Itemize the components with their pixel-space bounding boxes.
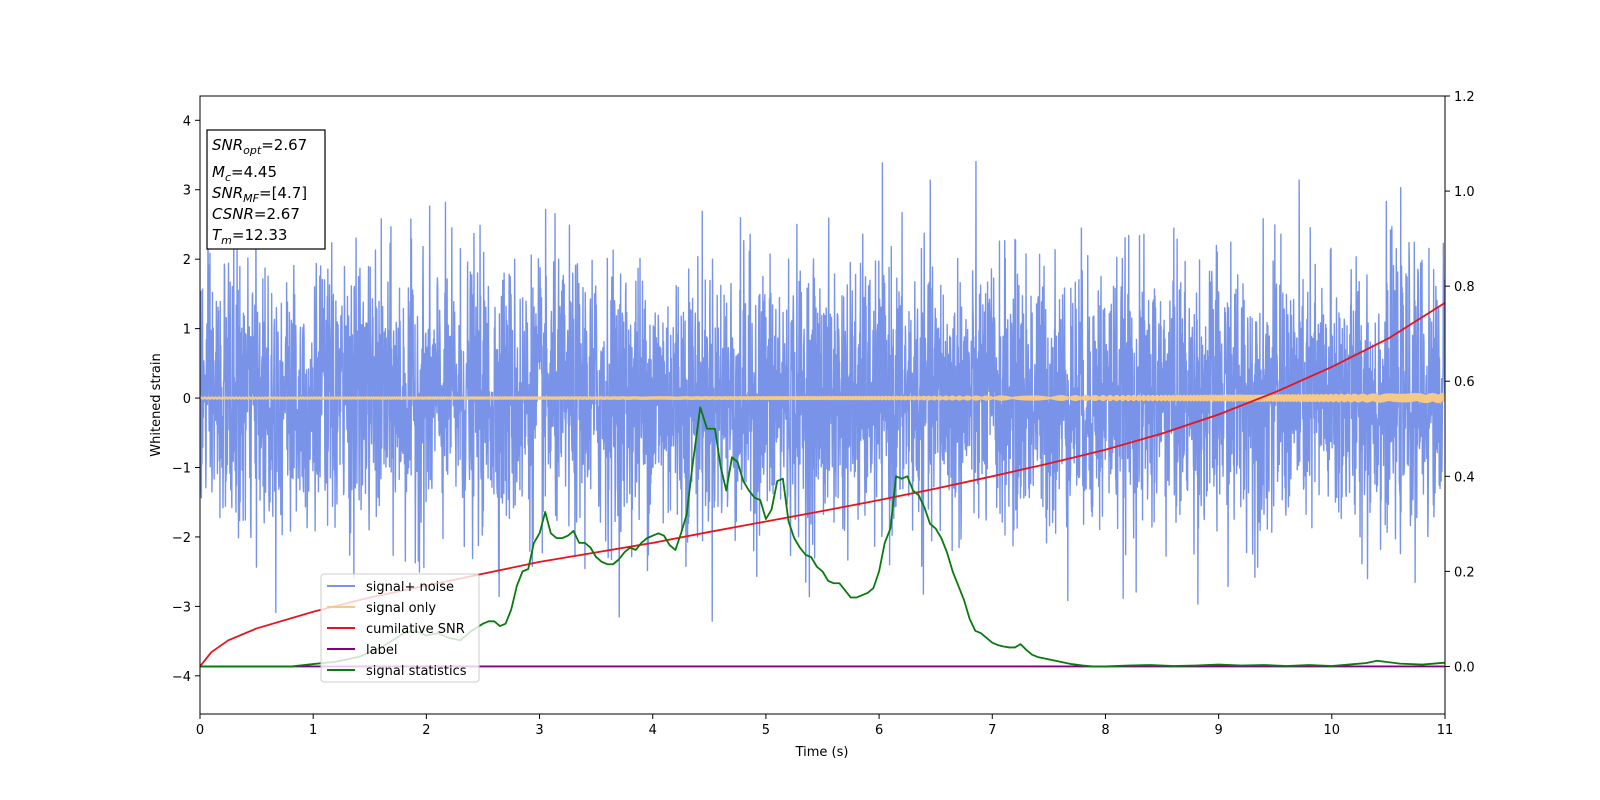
x-tick-label: 8 (1101, 723, 1109, 738)
legend-frame (320, 573, 480, 683)
x-tick-label: 9 (1214, 723, 1222, 738)
info-subscript: m (221, 234, 232, 247)
y2-tick-label: 0.2 (1454, 565, 1475, 580)
y-tick-label: −1 (172, 461, 191, 476)
info-value: =2.67 (254, 205, 300, 223)
info-line: SNRopt=2.67 (212, 136, 307, 157)
info-symbol: M (212, 163, 225, 181)
y-tick-label: 2 (183, 253, 191, 268)
info-symbol: T (212, 226, 223, 244)
info-value: =[4.7] (259, 184, 307, 202)
x-tick-label: 4 (649, 723, 657, 738)
y2-tick-label: 0.8 (1454, 280, 1475, 295)
x-tick-label: 6 (875, 723, 883, 738)
x-tick-label: 11 (1437, 723, 1454, 738)
legend-label: signal statistics (366, 664, 467, 679)
info-subscript: MF (243, 192, 259, 205)
y-tick-label: 1 (183, 323, 191, 338)
y-axis-label: Whitened strain (149, 353, 164, 456)
series-line-cumilative-snr (200, 302, 1445, 668)
series-line-signal-noise (200, 160, 1445, 622)
info-line: SNRMF=[4.7] (212, 184, 307, 205)
info-subscript: c (225, 171, 231, 184)
legend-label: signal+ noise (366, 580, 454, 595)
info-symbol: SNR (212, 184, 243, 202)
info-subscript: opt (243, 144, 262, 157)
info-symbol: CSNR (212, 205, 254, 223)
x-tick-label: 2 (422, 723, 430, 738)
x-tick-label: 7 (988, 723, 996, 738)
info-symbol: SNR (212, 136, 243, 154)
x-tick-label: 1 (309, 723, 317, 738)
y-tick-label: 4 (183, 114, 191, 129)
legend: signal+ noise signal only cumilative SNR la… (320, 573, 480, 683)
info-value: =4.45 (231, 163, 277, 181)
info-line: Mc=4.45 (212, 163, 277, 184)
x-tick-label: 3 (535, 723, 543, 738)
y-tick-label: −2 (172, 531, 191, 546)
y-tick-label: 0 (183, 392, 191, 407)
legend-label: cumilative SNR (366, 622, 465, 637)
y-tick-label: 3 (183, 184, 191, 199)
y-tick-label: −4 (172, 670, 191, 685)
y2-tick-label: 0.0 (1454, 660, 1475, 675)
series-line-signal-only (200, 392, 1445, 404)
x-axis-label: Time (s) (795, 745, 849, 760)
legend-label: signal only (366, 601, 436, 616)
y2-tick-label: 0.4 (1454, 470, 1475, 485)
series-line-signal-statistics (200, 406, 1445, 668)
y-axis-left: −4 −3 −2 −1 0 1 2 3 4 (172, 114, 200, 685)
y2-tick-label: 1.2 (1454, 90, 1475, 105)
info-value: =2.67 (261, 136, 307, 154)
y2-tick-label: 0.6 (1454, 375, 1475, 390)
y-axis-right: 0.0 0.2 0.4 0.6 0.8 1.0 1.2 (1445, 90, 1475, 675)
info-value: =12.33 (232, 226, 288, 244)
legend-label: label (366, 643, 397, 658)
x-axis: 0 1 2 3 4 5 6 7 8 9 10 11 (196, 714, 1453, 738)
info-box-frame (206, 129, 326, 250)
x-tick-label: 10 (1324, 723, 1341, 738)
y2-tick-label: 1.0 (1454, 185, 1475, 200)
x-tick-label: 0 (196, 723, 204, 738)
info-box: SNRopt=2.67Mc=4.45SNRMF=[4.7]CSNR=2.67Tm… (206, 129, 326, 250)
y-tick-label: −3 (172, 600, 191, 615)
x-tick-label: 5 (762, 723, 770, 738)
plot-frame (199, 95, 1446, 715)
info-line: Tm=12.33 (212, 226, 287, 247)
info-line: CSNR=2.67 (212, 205, 300, 223)
